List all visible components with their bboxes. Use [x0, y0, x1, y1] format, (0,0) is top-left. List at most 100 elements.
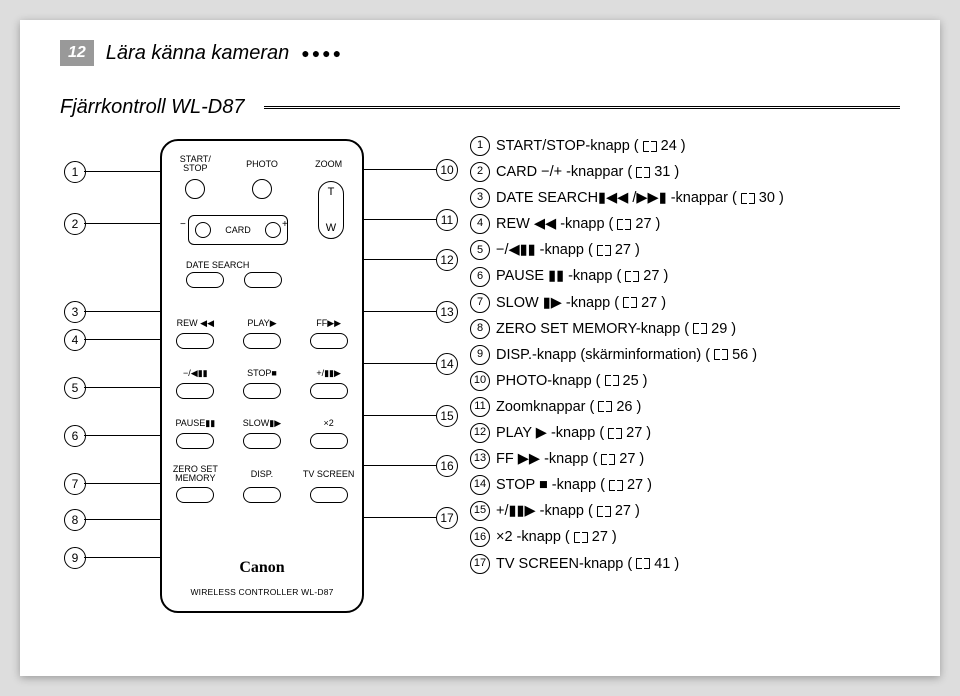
callout-9: 9 [64, 547, 86, 569]
list-item: 5−/◀▮▮ -knapp ( 27) [470, 237, 900, 263]
play-button[interactable] [243, 333, 281, 349]
slow-button[interactable] [243, 433, 281, 449]
list-item: 10PHOTO-knapp ( 25) [470, 368, 900, 394]
label-start-stop: START/ STOP [167, 155, 223, 173]
label-x2: ×2 [301, 419, 357, 428]
list-text: SLOW ▮▶ -knapp ( [496, 290, 619, 316]
tv-screen-button[interactable] [310, 487, 348, 503]
ff-button[interactable] [310, 333, 348, 349]
book-icon [625, 271, 639, 282]
book-icon [693, 323, 707, 334]
remote-diagram: 1 2 3 4 5 6 7 8 9 10 11 12 13 14 [60, 129, 460, 629]
callout-12: 12 [436, 249, 458, 271]
start-stop-button[interactable] [185, 179, 205, 199]
frame-fwd-button[interactable] [310, 383, 348, 399]
list-text-end: ) [636, 394, 641, 420]
card-minus-button[interactable] [195, 222, 211, 238]
callout-3: 3 [64, 301, 86, 323]
label-stop: STOP■ [234, 369, 290, 378]
page-ref: 24 [661, 133, 677, 159]
page-ref: 27 [615, 498, 631, 524]
list-text-end: ) [635, 237, 640, 263]
book-icon [601, 454, 615, 465]
list-item: 3DATE SEARCH▮◀◀ /▶▶▮ -knappar ( 30) [470, 185, 900, 211]
callout-2: 2 [64, 213, 86, 235]
list-text-end: ) [731, 316, 736, 342]
disp-button[interactable] [243, 487, 281, 503]
book-icon [574, 532, 588, 543]
list-number: 11 [470, 397, 490, 417]
page-ref: 56 [732, 342, 748, 368]
page-ref: 27 [619, 446, 635, 472]
zero-set-memory-button[interactable] [176, 487, 214, 503]
zoom-w-label: W [326, 222, 336, 234]
date-search-group: DATE SEARCH [186, 261, 292, 288]
book-icon [617, 219, 631, 230]
list-number: 5 [470, 240, 490, 260]
list-text: Zoomknappar ( [496, 394, 594, 420]
list-item: 12PLAY ▶ -knapp ( 27) [470, 420, 900, 446]
callout-17: 17 [436, 507, 458, 529]
book-icon [714, 349, 728, 360]
callout-13: 13 [436, 301, 458, 323]
book-icon [597, 506, 611, 517]
list-number: 10 [470, 371, 490, 391]
callout-10: 10 [436, 159, 458, 181]
list-number: 8 [470, 319, 490, 339]
card-box: CARD [188, 215, 288, 245]
frame-back-button[interactable] [176, 383, 214, 399]
list-text-end: ) [635, 498, 640, 524]
breadcrumb: Lära känna kameran [106, 42, 289, 65]
list-text-end: ) [779, 185, 784, 211]
book-icon [609, 480, 623, 491]
list-text-end: ) [681, 133, 686, 159]
callout-4: 4 [64, 329, 86, 351]
list-number: 15 [470, 501, 490, 521]
photo-button[interactable] [252, 179, 272, 199]
label-zero-set: ZERO SET MEMORY [167, 465, 223, 483]
label-play: PLAY▶ [234, 319, 290, 328]
function-list: 1START/STOP-knapp ( 24)2CARD −/+ -knappa… [470, 129, 900, 629]
list-item: 8ZERO SET MEMORY-knapp ( 29) [470, 316, 900, 342]
list-item: 14STOP ■ -knapp ( 27) [470, 472, 900, 498]
date-search-fwd-button[interactable] [244, 272, 282, 288]
card-minus-label: − [180, 219, 186, 230]
list-text-end: ) [656, 211, 661, 237]
list-number: 17 [470, 554, 490, 574]
page-ref: 31 [654, 159, 670, 185]
label-slow: SLOW▮▶ [234, 419, 290, 428]
page-ref: 27 [627, 472, 643, 498]
page-ref: 26 [616, 394, 632, 420]
page-ref: 27 [615, 237, 631, 263]
list-number: 3 [470, 188, 490, 208]
pause-button[interactable] [176, 433, 214, 449]
callout-1: 1 [64, 161, 86, 183]
list-number: 7 [470, 293, 490, 313]
label-rew: REW ◀◀ [167, 319, 223, 328]
rew-button[interactable] [176, 333, 214, 349]
page-ref: 30 [759, 185, 775, 211]
list-number: 9 [470, 345, 490, 365]
list-text: TV SCREEN-knapp ( [496, 551, 632, 577]
callout-15: 15 [436, 405, 458, 427]
book-icon [623, 297, 637, 308]
stop-button[interactable] [243, 383, 281, 399]
zoom-rocker[interactable]: T W [318, 181, 344, 239]
list-number: 16 [470, 527, 490, 547]
list-text-end: ) [663, 263, 668, 289]
book-icon [598, 401, 612, 412]
card-plus-button[interactable] [265, 222, 281, 238]
page-ref: 29 [711, 316, 727, 342]
remote-body: START/ STOP PHOTO ZOOM T W [160, 139, 364, 613]
x2-button[interactable] [310, 433, 348, 449]
callout-8: 8 [64, 509, 86, 531]
list-item: 16×2 -knapp ( 27) [470, 524, 900, 550]
list-item: 7SLOW ▮▶ -knapp ( 27) [470, 290, 900, 316]
section-row: Fjärrkontroll WL-D87 [60, 96, 900, 119]
page-ref: 41 [654, 551, 670, 577]
list-number: 4 [470, 214, 490, 234]
date-search-back-button[interactable] [186, 272, 224, 288]
card-plus-label: + [282, 219, 288, 230]
page-ref: 27 [643, 263, 659, 289]
label-photo: PHOTO [234, 160, 290, 169]
